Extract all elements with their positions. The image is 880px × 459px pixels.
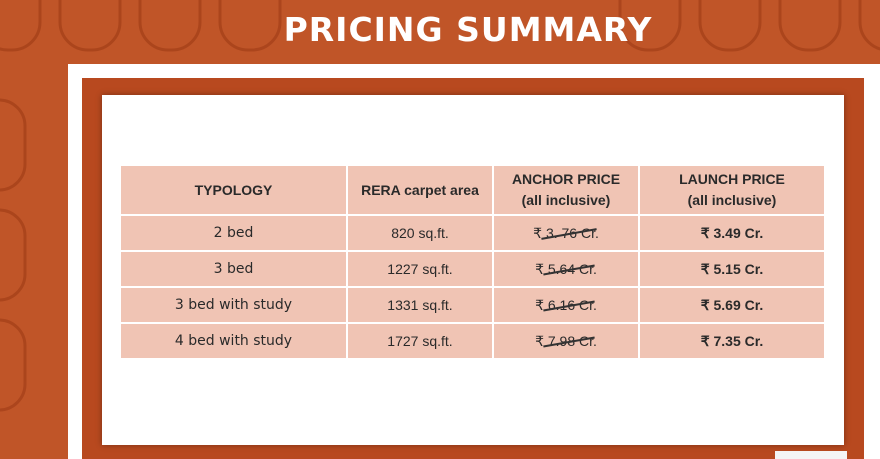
- page-title: PRICING SUMMARY: [283, 10, 653, 49]
- launch-price-cell: ₹ 7.35 Cr.: [700, 332, 764, 349]
- header-launch-line2: (all inclusive): [687, 192, 777, 208]
- table-row: 3 bed 1227 sq.ft. ₹ 5.64 Cr. ₹ 5.15 Cr.: [121, 251, 824, 288]
- anchor-price-cell: ₹ 5.64 Cr.: [493, 251, 640, 288]
- area-cell: 1227 sq.ft.: [347, 251, 494, 288]
- anchor-price-value: ₹ 5.64 Cr.: [535, 261, 597, 278]
- header-anchor-line2: (all inclusive): [521, 192, 611, 208]
- area-cell: 1331 sq.ft.: [347, 287, 494, 324]
- anchor-price-cell: ₹ 3. 76 Cr.: [493, 215, 640, 252]
- header-area: RERA carpet area: [347, 166, 494, 216]
- anchor-price-value: ₹ 3. 76 Cr.: [533, 225, 599, 242]
- typology-cell: 3 bed: [121, 251, 348, 288]
- pricing-table: TYPOLOGY RERA carpet area ANCHOR PRICE (…: [121, 166, 824, 358]
- anchor-price-value: ₹ 7.98 Cr.: [535, 333, 597, 350]
- header-anchor-line1: ANCHOR PRICE: [511, 171, 621, 187]
- table-row: 4 bed with study 1727 sq.ft. ₹ 7.98 Cr. …: [121, 323, 824, 358]
- table-header-row: TYPOLOGY RERA carpet area ANCHOR PRICE (…: [121, 166, 824, 216]
- area-cell: 820 sq.ft.: [347, 215, 494, 252]
- launch-price-cell: ₹ 5.15 Cr.: [639, 251, 824, 288]
- corner-tab: [775, 451, 847, 459]
- table-row: 2 bed 820 sq.ft. ₹ 3. 76 Cr. ₹ 3.49 Cr.: [121, 215, 824, 252]
- anchor-price-cell: ₹ 7.98 Cr.: [493, 323, 640, 358]
- anchor-price-cell: ₹ 6.16 Cr.: [493, 287, 640, 324]
- area-cell: 1727 sq.ft.: [347, 323, 494, 358]
- typology-cell: 2 bed: [121, 215, 348, 252]
- typology-cell: 4 bed with study: [121, 323, 348, 358]
- header-launch-price: LAUNCH PRICE (all inclusive): [639, 166, 824, 216]
- launch-price-cell: ₹ 5.69 Cr.: [639, 287, 824, 324]
- header-launch-line1: LAUNCH PRICE: [679, 171, 785, 187]
- anchor-price-value: ₹ 6.16 Cr.: [535, 297, 597, 314]
- typology-cell: 3 bed with study: [121, 287, 348, 324]
- table-row: 3 bed with study 1331 sq.ft. ₹ 6.16 Cr. …: [121, 287, 824, 324]
- launch-price-cell: ₹ 3.49 Cr.: [639, 215, 824, 252]
- header-typology: TYPOLOGY: [121, 166, 348, 216]
- header-anchor-price: ANCHOR PRICE (all inclusive): [493, 166, 640, 216]
